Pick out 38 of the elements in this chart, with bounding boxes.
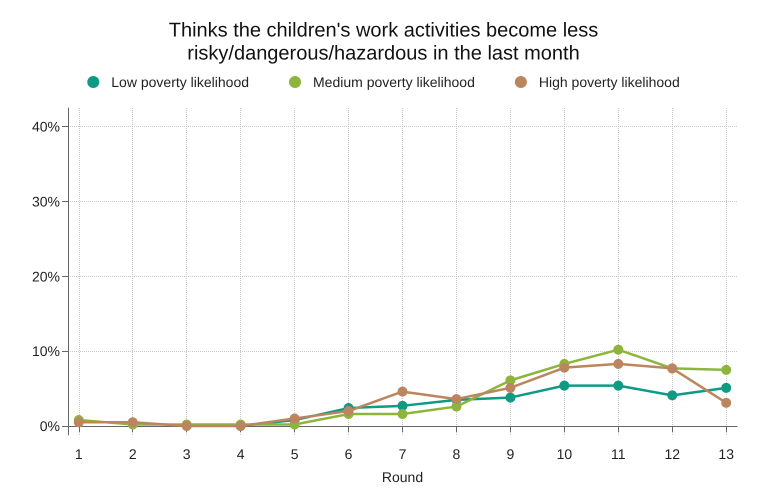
- point: [505, 392, 516, 403]
- x-tick-label: 8: [452, 446, 461, 462]
- y-tick-label: 10%: [32, 343, 60, 360]
- point: [128, 417, 138, 428]
- point: [613, 358, 624, 369]
- x-tick-label: 1: [74, 446, 83, 462]
- point: [398, 386, 408, 397]
- x-tick-label: 10: [556, 446, 572, 462]
- y-tick-label: 40%: [32, 118, 60, 135]
- point: [398, 409, 408, 420]
- x-tick-label: 9: [506, 446, 515, 462]
- point: [721, 364, 732, 375]
- x-tick-label: 5: [290, 446, 299, 462]
- legend-label: Low poverty likelihood: [111, 74, 250, 90]
- legend-label: Medium poverty likelihood: [313, 74, 475, 90]
- x-tick-label: 6: [344, 446, 353, 462]
- point: [505, 382, 516, 393]
- chart-title: Thinks the children's work activities become less risky/dangerous/hazardous in the last month: [168, 20, 598, 64]
- point: [613, 380, 624, 391]
- point: [559, 380, 570, 391]
- x-tick-label: 3: [182, 446, 191, 462]
- point: [344, 406, 354, 416]
- y-tick-label: 0%: [40, 418, 60, 434]
- legend-label: High poverty likelihood: [538, 74, 680, 90]
- point: [613, 344, 624, 355]
- x-tick-label: 12: [664, 446, 680, 462]
- x-axis-title: Round: [382, 469, 424, 485]
- x-tick-label: 11: [611, 446, 626, 462]
- x-tick-label: 13: [718, 446, 734, 462]
- x-tick-label: 2: [128, 446, 137, 462]
- x-tick-label: 4: [236, 446, 245, 462]
- point: [667, 390, 678, 400]
- x-tick-label: 7: [398, 446, 407, 462]
- y-tick-label: 30%: [32, 194, 60, 210]
- point: [721, 398, 732, 408]
- point: [721, 382, 732, 393]
- point: [559, 362, 570, 373]
- y-tick-label: 20%: [32, 268, 60, 284]
